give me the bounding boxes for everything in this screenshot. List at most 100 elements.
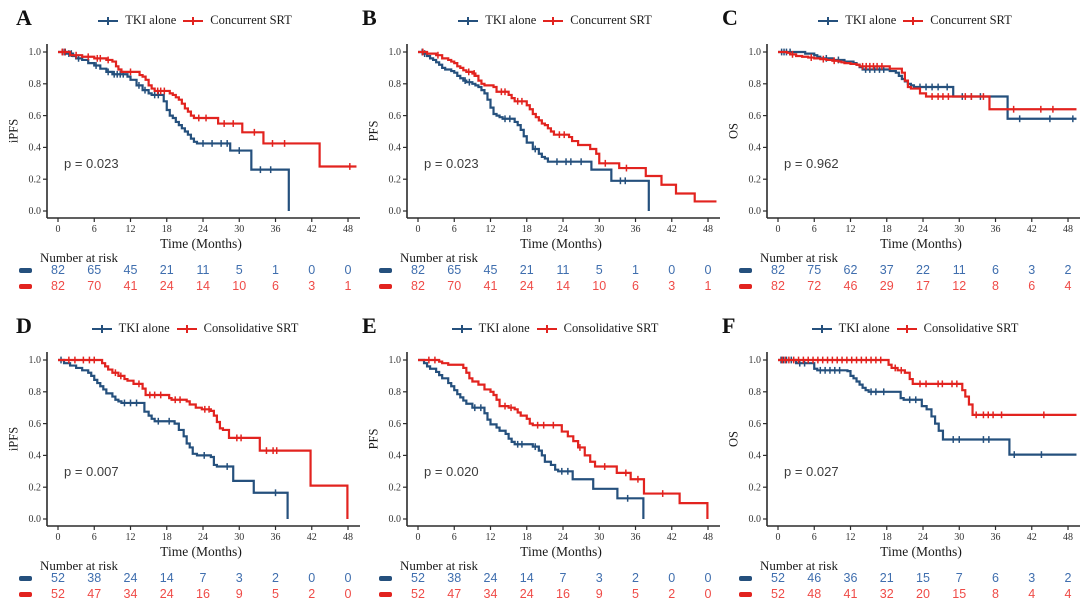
legend: TKI alone Consolidative SRT — [30, 321, 360, 336]
risk-row-srt: 82 70 41 24 14 10 6 3 1 — [0, 279, 360, 294]
panel-letter: A — [16, 5, 32, 30]
risk-count: 12 — [952, 279, 967, 293]
risk-count: 82 — [771, 263, 785, 277]
risk-count: 70 — [87, 279, 102, 293]
legend-label-srt: Consolidative SRT — [923, 321, 1019, 335]
risk-count: 41 — [843, 587, 858, 601]
risk-count: 17 — [916, 279, 930, 293]
x-tick-label: 48 — [703, 532, 713, 543]
risk-count: 0 — [704, 587, 712, 601]
x-tick-label: 30 — [954, 532, 964, 543]
risk-count: 0 — [308, 571, 316, 585]
x-tick-label: 30 — [234, 224, 244, 235]
risk-row-marker-icon — [739, 284, 752, 289]
risk-table: 52 46 36 21 15 7 6 3 2 52 48 41 32 20 15 8 4 4 — [720, 571, 1080, 605]
risk-count: 14 — [519, 571, 534, 585]
risk-count: 36 — [843, 571, 858, 585]
legend-label-srt: Consolidative SRT — [563, 321, 659, 335]
y-tick-label: 1.0 — [389, 47, 402, 58]
x-tick-label: 6 — [452, 532, 457, 543]
x-tick-label: 12 — [486, 224, 496, 235]
legend: TKI alone Consolidative SRT — [390, 321, 720, 336]
risk-count: 52 — [411, 587, 425, 601]
risk-count: 3 — [668, 279, 676, 293]
risk-count: 14 — [196, 279, 210, 293]
risk-count: 6 — [992, 263, 999, 277]
y-tick-label: 0.6 — [29, 419, 42, 430]
y-axis-label: PFS — [366, 428, 381, 450]
km-plot: 0.0 0.2 0.4 0.6 0.8 1.0 0 6 12 18 24 30 36 42 48 — [749, 352, 1080, 543]
risk-count: 0 — [704, 263, 712, 277]
risk-count: 34 — [483, 587, 498, 601]
risk-count: 24 — [519, 587, 534, 601]
risk-count: 24 — [519, 279, 534, 293]
risk-count: 2 — [632, 571, 639, 585]
risk-count: 5 — [235, 263, 243, 277]
legend-marker-srt-icon — [536, 323, 557, 334]
risk-count: 45 — [123, 263, 138, 277]
risk-count: 82 — [411, 263, 425, 277]
panel-c: C TKI alone Concurrent SRT OS 0.0 0.2 0.4 0… — [720, 0, 1080, 307]
panel-letter: D — [16, 313, 32, 338]
risk-row-tki: 82 65 45 21 11 5 1 0 0 — [360, 263, 720, 278]
x-tick-label: 42 — [1027, 224, 1037, 235]
risk-count: 10 — [592, 279, 607, 293]
x-axis-label: Time (Months) — [880, 236, 962, 251]
risk-count: 82 — [51, 279, 65, 293]
risk-count: 2 — [1064, 263, 1072, 277]
risk-count: 29 — [879, 279, 894, 293]
risk-count: 4 — [1028, 587, 1036, 601]
legend-label-srt: Consolidative SRT — [203, 321, 299, 335]
risk-count: 46 — [807, 571, 822, 585]
risk-row-srt: 82 72 46 29 17 12 8 6 4 — [720, 279, 1080, 294]
risk-table-title: Number at risk — [40, 558, 118, 573]
risk-table-title: Number at risk — [400, 558, 478, 573]
x-tick-label: 0 — [776, 224, 781, 235]
legend-marker-srt-icon — [183, 15, 204, 26]
y-tick-label: 0.6 — [749, 419, 762, 430]
risk-count: 47 — [87, 587, 102, 601]
legend-label-tki-alone: TKI alone — [118, 321, 170, 335]
y-tick-label: 1.0 — [749, 355, 762, 366]
y-axis-label: iPFS — [6, 426, 21, 452]
y-tick-label: 1.0 — [389, 355, 402, 366]
y-tick-label: 0.2 — [29, 482, 42, 493]
y-axis-label: OS — [726, 123, 741, 139]
legend: TKI alone Concurrent SRT — [390, 13, 720, 28]
panel-a: A TKI alone Concurrent SRT iPFS 0.0 0.2 0.… — [0, 0, 360, 307]
y-axis-label: PFS — [366, 120, 381, 142]
risk-count: 65 — [87, 263, 102, 277]
y-tick-label: 0.2 — [29, 174, 42, 185]
risk-count: 1 — [272, 263, 279, 277]
x-tick-label: 0 — [776, 532, 781, 543]
panel-letter: C — [722, 5, 738, 30]
x-axis-label: Time (Months) — [880, 544, 962, 559]
x-tick-label: 0 — [56, 532, 61, 543]
risk-count: 5 — [632, 587, 639, 601]
y-axis-label: iPFS — [6, 118, 21, 144]
legend-label-tki-alone: TKI alone — [478, 321, 530, 335]
x-tick-label: 42 — [1027, 532, 1037, 543]
km-curve-tki — [778, 50, 1077, 120]
x-tick-label: 30 — [954, 224, 964, 235]
risk-table-title: Number at risk — [40, 250, 118, 265]
x-tick-label: 36 — [991, 224, 1001, 235]
km-curve-srt — [418, 50, 717, 203]
x-tick-label: 42 — [667, 224, 677, 235]
risk-count: 8 — [992, 279, 999, 293]
risk-count: 32 — [879, 587, 894, 601]
x-tick-label: 36 — [271, 532, 281, 543]
risk-count: 65 — [447, 263, 462, 277]
risk-row-marker-icon — [379, 268, 392, 273]
risk-count: 52 — [771, 571, 785, 585]
risk-count: 3 — [308, 279, 316, 293]
legend-marker-tki-alone-icon — [818, 15, 839, 26]
risk-count: 20 — [916, 587, 930, 601]
risk-count: 22 — [916, 263, 930, 277]
x-axis-label: Time (Months) — [520, 236, 602, 251]
p-value: p = 0.020 — [424, 464, 479, 479]
panel-f: F TKI alone Consolidative SRT OS 0.0 0.2 0… — [720, 308, 1080, 615]
y-tick-label: 0.2 — [749, 482, 762, 493]
km-curve-tki — [418, 50, 650, 211]
